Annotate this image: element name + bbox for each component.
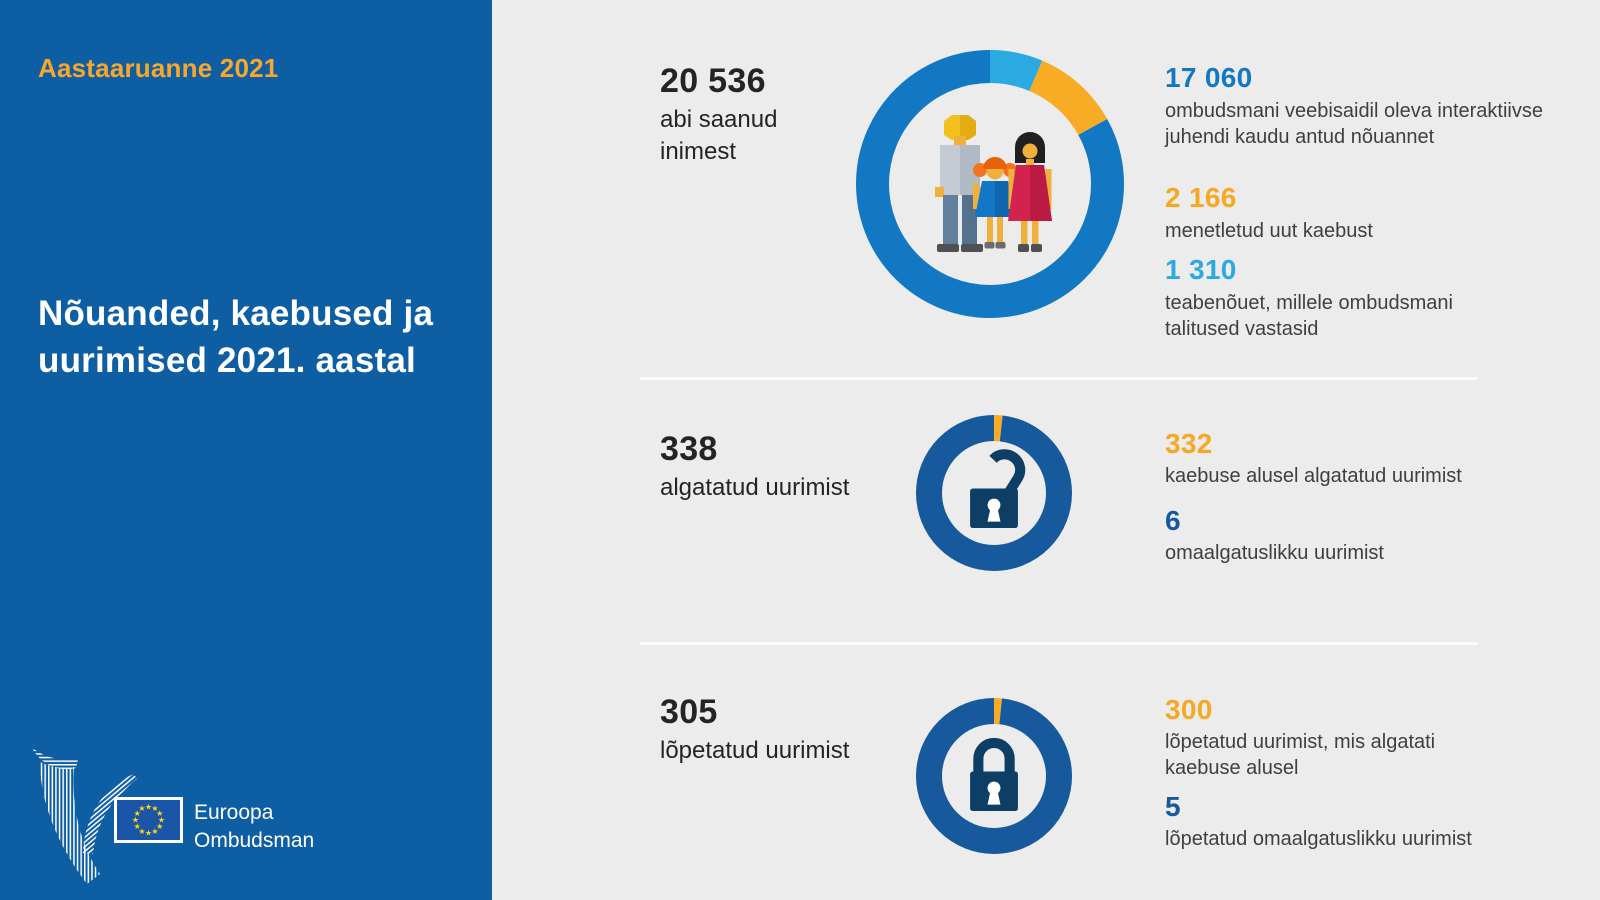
svg-text:★: ★ (138, 804, 145, 813)
stat-closed-own-initiative-desc: lõpetatud omaalgatuslikku uurimist (1165, 828, 1472, 850)
inquiries-closed-number: 305 (660, 693, 718, 731)
stat-info-requests-desc: teabenõuet, millele ombudsmani talitused… (1165, 292, 1453, 340)
svg-text:★: ★ (158, 816, 165, 825)
family-icon (935, 115, 1052, 252)
svg-text:★: ★ (145, 829, 152, 838)
eu-flag-icon: ★ ★ ★ ★ ★ ★ ★ ★ ★ ★ ★ ★ (114, 797, 183, 843)
people-helped-number: 20 536 (660, 62, 766, 100)
svg-text:★: ★ (151, 804, 158, 813)
svg-text:★: ★ (134, 822, 141, 831)
stat-closed-complaint-number: 300 (1165, 694, 1213, 725)
stat-closed-complaint-desc: lõpetatud uurimist, mis algatati kaebuse… (1165, 731, 1436, 779)
inquiries-opened-number: 338 (660, 430, 718, 468)
donut-chart-people (856, 50, 1124, 318)
stat-new-complaints-desc: menetletud uut kaebust (1165, 220, 1373, 242)
stat-complaint-opened-desc: kaebuse alusel algatatud uurimist (1165, 465, 1462, 487)
man-figure (935, 115, 985, 252)
stat-complaint-opened-number: 332 (1165, 428, 1213, 459)
svg-text:★: ★ (132, 816, 139, 825)
org-name: Euroopa Ombudsman (194, 799, 314, 855)
section-divider-2 (640, 642, 1478, 645)
svg-text:★: ★ (151, 827, 158, 836)
closed-padlock-icon (970, 737, 1018, 812)
stat-closed-own-initiative-number: 5 (1165, 791, 1181, 822)
org-name-line1: Euroopa (194, 801, 274, 824)
stat-new-complaints-number: 2 166 (1165, 182, 1237, 213)
svg-text:★: ★ (134, 809, 141, 818)
stat-own-initiative-number: 6 (1165, 505, 1181, 536)
eu-flag-stars: ★ ★★★★★★★★★★★ (117, 800, 180, 840)
sidebar: Aastaaruanne 2021 Nõuanded, kaebused ja … (0, 0, 492, 900)
open-padlock-icon (970, 449, 1026, 529)
page-title: Nõuanded, kaebused ja uurimised 2021. aa… (38, 294, 434, 380)
donut-chart-opened (916, 415, 1072, 571)
section-divider-1 (640, 377, 1478, 380)
inquiries-closed-label: lõpetatud uurimist (660, 737, 850, 764)
svg-text:★: ★ (138, 827, 145, 836)
inquiries-opened-label: algatatud uurimist (660, 474, 850, 501)
stat-web-guide-number: 17 060 (1165, 62, 1253, 93)
stat-own-initiative-desc: omaalgatuslikku uurimist (1165, 542, 1384, 564)
report-year-label: Aastaaruanne 2021 (38, 53, 279, 83)
donut-people-helped (856, 50, 1124, 318)
org-name-line2: Ombudsman (194, 829, 315, 852)
stat-info-requests-number: 1 310 (1165, 254, 1237, 285)
donut-inquiries-closed (915, 697, 1073, 855)
svg-text:★: ★ (145, 803, 152, 812)
svg-text:★: ★ (156, 809, 163, 818)
woman-figure (1008, 132, 1052, 252)
ombudsman-logo-icon (32, 748, 137, 884)
donut-inquiries-opened (915, 414, 1073, 572)
people-helped-label: abi saanud inimest (660, 106, 778, 165)
svg-text:★: ★ (156, 822, 163, 831)
donut-chart-closed (916, 698, 1072, 854)
stat-web-guide-desc: ombudsmani veebisaidil oleva interaktiiv… (1165, 100, 1543, 148)
